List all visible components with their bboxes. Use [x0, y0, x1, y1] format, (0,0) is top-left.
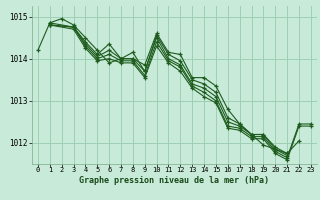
X-axis label: Graphe pression niveau de la mer (hPa): Graphe pression niveau de la mer (hPa): [79, 176, 269, 185]
